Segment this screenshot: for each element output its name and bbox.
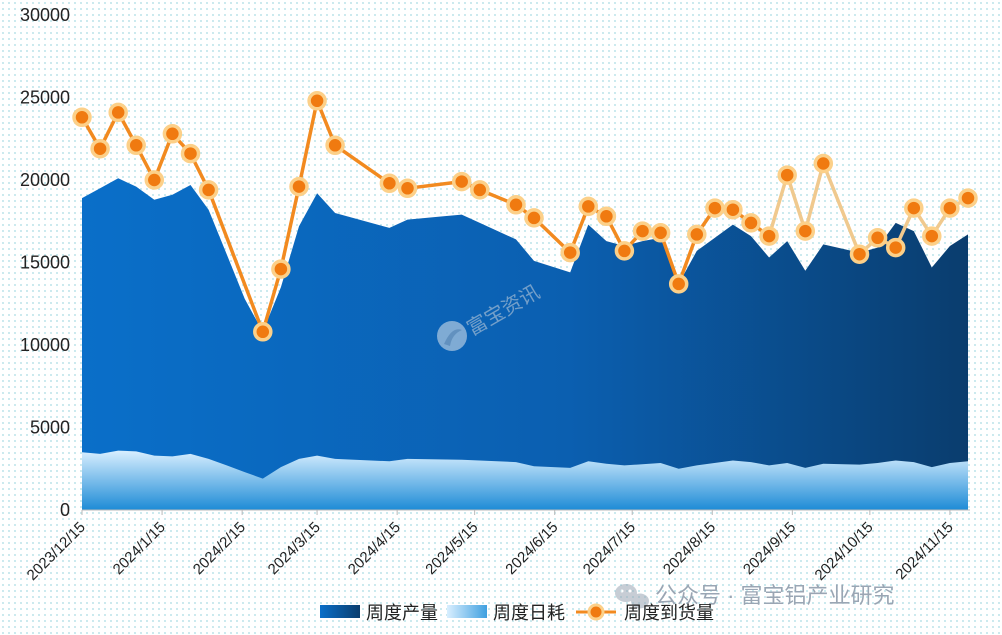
line-markers: [72, 91, 978, 342]
arrivals-point: [126, 135, 146, 156]
x-tick-label: 2024/6/15: [502, 519, 561, 578]
arrivals-point: [668, 274, 689, 294]
arrivals-point: [524, 208, 544, 228]
arrivals-point: [90, 138, 110, 159]
corner-watermark: 公众号 · 富宝铝产业研究: [615, 583, 895, 609]
arrivals-point: [904, 198, 924, 218]
watermark-logo-mark: [444, 329, 462, 346]
arrivals-point: [922, 226, 942, 246]
arrivals-point: [325, 135, 345, 156]
arrivals-point: [451, 171, 472, 192]
x-tick-label: 2024/7/15: [580, 519, 639, 578]
arrivals-point: [867, 228, 888, 248]
arrivals-point: [632, 221, 653, 241]
area-production: [82, 178, 968, 511]
arrivals-point: [198, 180, 219, 200]
x-axis-ticks: 2023/12/15 2024/1/15 2024/2/15 2024/3/15 202…: [24, 510, 957, 584]
arrivals-point: [596, 206, 617, 227]
arrivals-point: [813, 153, 834, 174]
x-tick-label: 2024/11/15: [892, 519, 956, 583]
arrivals-point: [650, 223, 671, 243]
area-series: [82, 178, 968, 511]
legend-label-consumption: 周度日耗: [493, 603, 565, 623]
arrivals-point: [885, 237, 906, 258]
arrivals-point: [687, 224, 707, 245]
legend-label-production: 周度产量: [366, 603, 438, 623]
arrivals-point: [705, 198, 725, 218]
arrivals-point: [560, 242, 580, 263]
x-tick-label: 2024/1/15: [110, 519, 169, 578]
x-tick-label: 2024/5/15: [422, 519, 481, 578]
y-tick-label: 10000: [20, 335, 70, 355]
arrivals-point: [723, 199, 743, 220]
arrivals-point: [849, 244, 870, 264]
arrivals-point: [506, 195, 526, 215]
y-tick-label: 5000: [30, 418, 70, 438]
arrivals-point: [379, 173, 400, 194]
wechat-icon: [615, 584, 649, 609]
x-tick-label: 2024/9/15: [740, 519, 799, 578]
legend-item-consumption[interactable]: 周度日耗: [447, 603, 565, 623]
x-tick-label: 2024/2/15: [190, 519, 249, 578]
arrivals-point: [162, 124, 183, 144]
arrivals-point: [180, 143, 201, 164]
area-consumption: [82, 450, 968, 510]
x-tick-label: 2024/8/15: [660, 519, 719, 578]
y-axis-ticks: 0 5000 10000 15000 20000 25000 30000: [20, 5, 70, 520]
arrivals-point: [271, 259, 291, 279]
arrivals-point: [958, 188, 978, 208]
legend: 周度产量 周度日耗 周度到货量: [320, 603, 714, 623]
arrivals-point: [759, 226, 779, 246]
y-tick-label: 30000: [20, 5, 70, 25]
x-tick-label: 2024/10/15: [812, 519, 877, 584]
y-tick-label: 20000: [20, 170, 70, 190]
y-tick-label: 25000: [20, 88, 70, 108]
arrivals-point: [397, 178, 418, 199]
y-tick-label: 0: [60, 500, 70, 520]
x-tick-label: 2023/12/15: [24, 519, 89, 584]
x-tick-label: 2024/4/15: [345, 519, 404, 578]
arrivals-point: [289, 176, 309, 197]
arrivals-point: [578, 196, 599, 217]
arrivals-point: [307, 91, 327, 111]
arrivals-point: [108, 102, 128, 123]
arrivals-point: [777, 165, 797, 185]
arrivals-point: [741, 213, 761, 233]
arrivals-point: [470, 180, 490, 200]
arrivals-point: [144, 170, 165, 190]
legend-item-arrivals[interactable]: 周度到货量: [576, 603, 714, 623]
arrivals-point: [614, 241, 635, 261]
arrivals-point: [72, 107, 92, 128]
legend-swatch-consumption: [447, 605, 487, 618]
arrivals-point: [940, 198, 960, 218]
arrivals-point: [253, 322, 273, 342]
legend-swatch-arrivals-marker: [587, 603, 605, 621]
corner-watermark-text: 公众号 · 富宝铝产业研究: [655, 583, 895, 608]
legend-item-production[interactable]: 周度产量: [320, 603, 438, 623]
y-tick-label: 15000: [20, 253, 70, 273]
legend-label-arrivals: 周度到货量: [624, 603, 714, 623]
arrivals-point: [795, 221, 816, 241]
x-tick-label: 2024/3/15: [265, 519, 324, 578]
legend-swatch-production: [320, 605, 360, 618]
